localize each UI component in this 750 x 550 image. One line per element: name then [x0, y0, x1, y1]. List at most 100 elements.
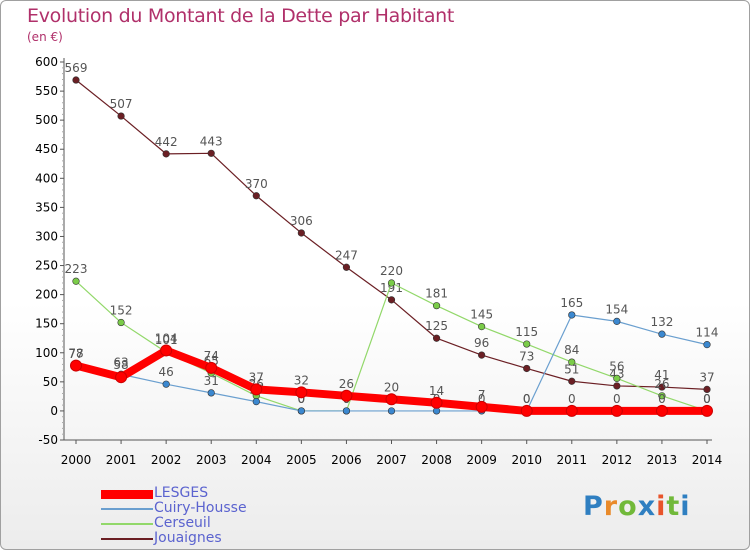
point-jouaignes — [72, 76, 80, 84]
data-label-cuiry-housse: 165 — [560, 296, 583, 310]
data-label-jouaignes: 443 — [200, 134, 223, 148]
logo-letter: i — [680, 491, 691, 522]
data-label-lesges: 58 — [113, 358, 128, 372]
point-lesges — [160, 344, 173, 357]
point-jouaignes — [387, 296, 396, 304]
data-label-lesges: 104 — [155, 331, 178, 345]
data-label-jouaignes: 73 — [519, 349, 534, 363]
x-tick-label: 2010 — [511, 453, 542, 467]
data-label-lesges: 37 — [249, 370, 264, 384]
point-jouaignes — [162, 150, 170, 158]
x-tick-label: 2014 — [692, 453, 723, 467]
data-label-cuiry-housse: 77 — [68, 347, 83, 361]
point-jouaignes — [703, 385, 711, 394]
unit-label: (en €) — [27, 30, 63, 44]
y-tick-label: 250 — [35, 259, 58, 273]
point-cerseuil — [658, 392, 666, 400]
data-label-jouaignes: 507 — [110, 97, 133, 111]
data-label-lesges: 0 — [613, 392, 621, 406]
point-jouaignes — [658, 383, 666, 391]
point-cuiry-housse — [252, 398, 260, 406]
data-label-lesges: 20 — [384, 380, 399, 394]
legend-item: Cerseuil — [101, 515, 321, 531]
x-tick-label: 2008 — [421, 453, 452, 467]
logo-letter: x — [637, 491, 657, 522]
logo-letter: o — [618, 491, 638, 522]
y-tick-label: 200 — [35, 288, 58, 302]
data-label-jouaignes: 569 — [65, 61, 88, 75]
point-cuiry-housse — [162, 380, 170, 388]
data-label-cerseuil: 26 — [654, 377, 669, 391]
point-jouaignes — [342, 263, 351, 271]
data-label-cerseuil: 0 — [703, 392, 711, 406]
point-cuiry-housse — [297, 407, 305, 415]
data-label-cuiry-housse: 114 — [696, 326, 719, 340]
logo-letter: t — [666, 491, 681, 522]
point-lesges — [295, 386, 308, 399]
data-label-cerseuil: 152 — [110, 304, 133, 318]
point-lesges — [250, 383, 263, 396]
legend-swatch — [101, 489, 153, 499]
data-label-lesges: 74 — [204, 349, 219, 363]
point-lesges — [115, 371, 128, 384]
point-cuiry-housse — [387, 407, 396, 415]
x-tick-label: 2000 — [61, 453, 92, 467]
point-cerseuil — [117, 318, 125, 327]
data-label-cuiry-housse: 0 — [298, 392, 306, 406]
point-lesges — [475, 400, 488, 413]
legend-item: Cuiry-Housse — [101, 500, 321, 516]
data-label-cerseuil: 84 — [564, 343, 579, 357]
data-label-jouaignes: 125 — [425, 319, 448, 333]
point-lesges — [205, 361, 218, 374]
point-cuiry-housse — [342, 407, 351, 415]
point-jouaignes — [297, 229, 305, 237]
point-lesges — [565, 404, 578, 417]
data-label-cuiry-housse: 154 — [605, 302, 628, 316]
point-cuiry-housse — [658, 330, 666, 338]
data-label-cerseuil: 101 — [155, 333, 178, 347]
point-cuiry-housse — [568, 311, 576, 319]
y-tick-label: 600 — [35, 55, 58, 69]
data-label-lesges: 78 — [68, 347, 83, 361]
point-lesges — [385, 393, 398, 406]
point-jouaignes — [613, 382, 621, 390]
y-tick-label: 100 — [35, 346, 58, 360]
data-label-cerseuil: 223 — [65, 262, 88, 276]
point-jouaignes — [568, 377, 576, 385]
point-cuiry-housse — [613, 317, 621, 325]
y-tick-label: 350 — [35, 200, 58, 214]
point-cerseuil — [568, 358, 576, 366]
point-lesges — [430, 396, 443, 409]
point-cerseuil — [432, 302, 441, 310]
data-label-jouaignes: 96 — [474, 336, 489, 350]
legend-label: Cuiry-Housse — [154, 500, 247, 516]
point-lesges — [701, 404, 713, 417]
data-label-lesges: 0 — [568, 392, 576, 406]
logo-letter: r — [603, 491, 619, 522]
legend-swatch — [101, 508, 153, 510]
point-cuiry-housse — [703, 341, 711, 349]
legend-item: LESGES — [101, 485, 321, 501]
x-tick-label: 2003 — [196, 453, 227, 467]
legend-label: Cerseuil — [154, 515, 211, 531]
point-cerseuil — [387, 279, 396, 287]
legend-swatch — [101, 538, 153, 540]
point-cerseuil — [523, 340, 531, 348]
data-label-jouaignes: 37 — [699, 370, 714, 384]
y-tick-label: -50 — [38, 433, 58, 447]
legend-label: Jouaignes — [154, 530, 222, 546]
data-label-cerseuil: 0 — [298, 392, 306, 406]
legend-label: LESGES — [154, 485, 209, 501]
y-tick-label: 0 — [50, 404, 58, 418]
data-label-jouaignes: 442 — [155, 135, 178, 149]
data-label-cerseuil: 145 — [470, 308, 493, 322]
point-lesges — [340, 389, 353, 402]
logo-letter: i — [656, 491, 667, 522]
point-lesges — [70, 359, 82, 372]
point-cerseuil — [613, 374, 621, 382]
data-label-lesges: 0 — [523, 392, 531, 406]
y-tick-label: 300 — [35, 229, 58, 243]
point-jouaignes — [432, 334, 441, 342]
